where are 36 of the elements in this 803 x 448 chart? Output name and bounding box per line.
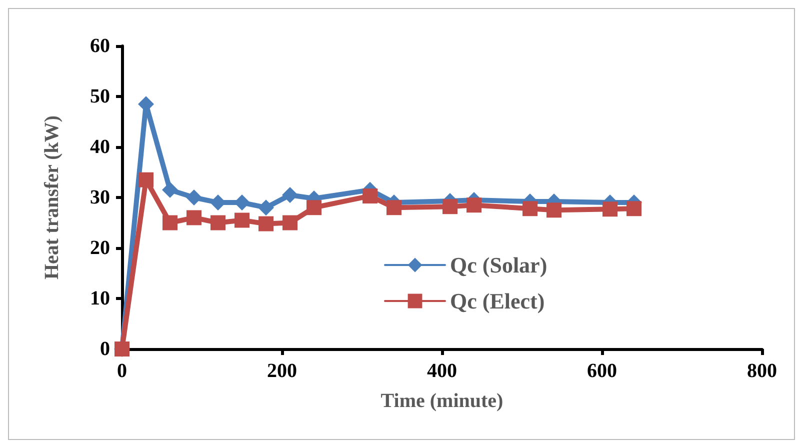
point bbox=[282, 215, 298, 230]
y-tick-label: 20 bbox=[90, 237, 110, 259]
point bbox=[362, 188, 378, 204]
x-tick-label: 600 bbox=[587, 360, 617, 382]
y-tick-label: 60 bbox=[90, 35, 110, 57]
legend-label: Qc (Elect) bbox=[450, 288, 545, 314]
point bbox=[282, 186, 298, 203]
point bbox=[162, 215, 178, 230]
point bbox=[186, 190, 202, 206]
point bbox=[386, 200, 402, 216]
point bbox=[546, 202, 562, 218]
point bbox=[258, 200, 274, 216]
point bbox=[258, 216, 274, 232]
point bbox=[466, 198, 482, 213]
point bbox=[306, 200, 322, 216]
point bbox=[626, 201, 642, 216]
point bbox=[210, 215, 226, 230]
y-tick-label: 30 bbox=[90, 186, 110, 208]
y-axis-title: Heat transfer (kW) bbox=[41, 115, 63, 280]
y-tick-label: 40 bbox=[90, 136, 110, 158]
x-tick-label: 0 bbox=[117, 360, 127, 382]
y-tick-label: 50 bbox=[90, 86, 110, 108]
point bbox=[234, 212, 250, 228]
x-tick-label: 400 bbox=[427, 360, 457, 382]
y-tick-label: 0 bbox=[100, 338, 110, 360]
point bbox=[442, 199, 458, 214]
point bbox=[522, 201, 538, 216]
x-tick-label: 200 bbox=[267, 360, 297, 382]
point bbox=[602, 202, 618, 217]
legend-label: Qc (Solar) bbox=[450, 252, 548, 278]
point bbox=[186, 210, 202, 226]
x-axis-title: Time (minute) bbox=[380, 390, 504, 412]
point bbox=[162, 182, 178, 198]
point bbox=[138, 172, 154, 188]
x-tick-label: 800 bbox=[747, 360, 777, 382]
y-tick-label: 10 bbox=[90, 288, 110, 310]
